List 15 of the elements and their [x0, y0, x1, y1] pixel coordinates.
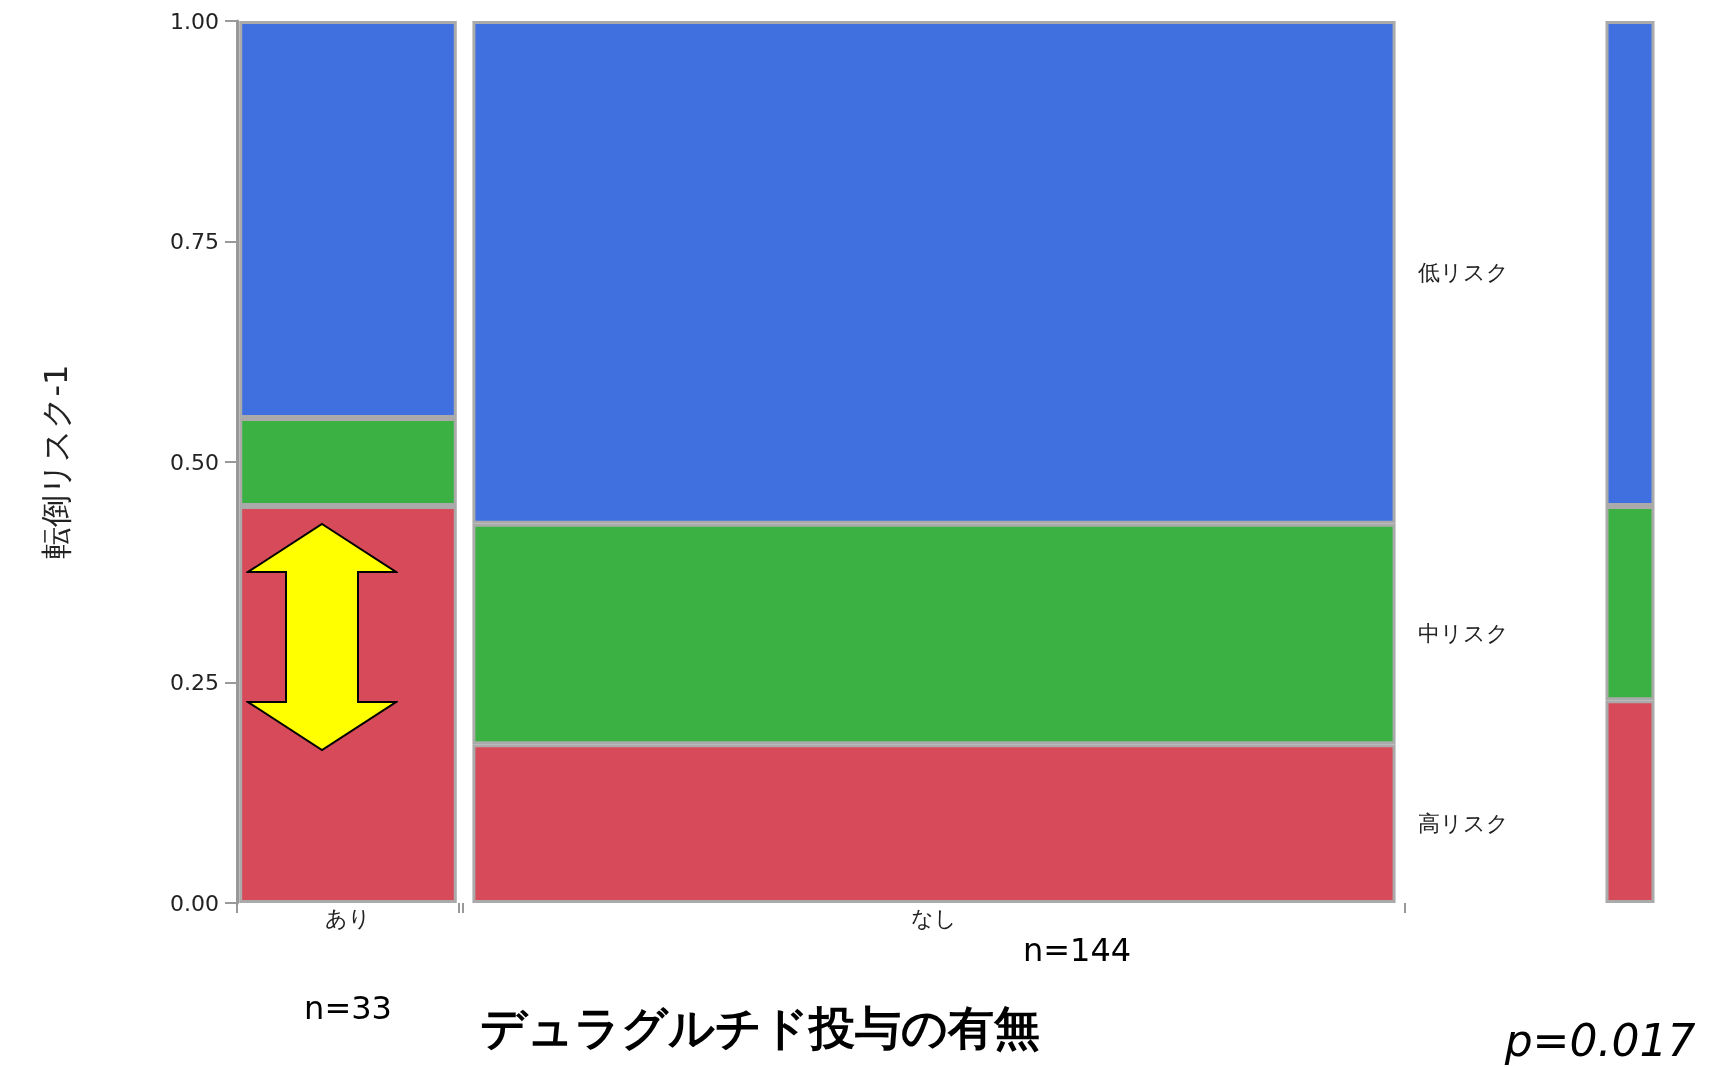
x-tick-label: あり [325, 905, 371, 931]
y-tick-label: 0.75 [170, 229, 219, 254]
series-label: 中リスク [1417, 621, 1509, 647]
series-label: 低リスク [1417, 259, 1509, 285]
text: n=33 [304, 989, 392, 1027]
x-axis-title: デュラグルチド投与の有無 [480, 1001, 1040, 1055]
text: p=0.017 [1503, 1014, 1696, 1066]
y-tick-label: 0.25 [170, 670, 219, 695]
x-tick-label: なし [911, 905, 957, 931]
y-tick-label: 0.50 [170, 449, 219, 475]
y-axis-title: 転倒リスク-1 [37, 364, 75, 560]
y-tick-label: 0.00 [170, 890, 219, 916]
y-tick-label: 1.00 [170, 8, 219, 34]
series-label: 高リスク [1417, 811, 1509, 837]
text: n=144 [1022, 931, 1132, 969]
